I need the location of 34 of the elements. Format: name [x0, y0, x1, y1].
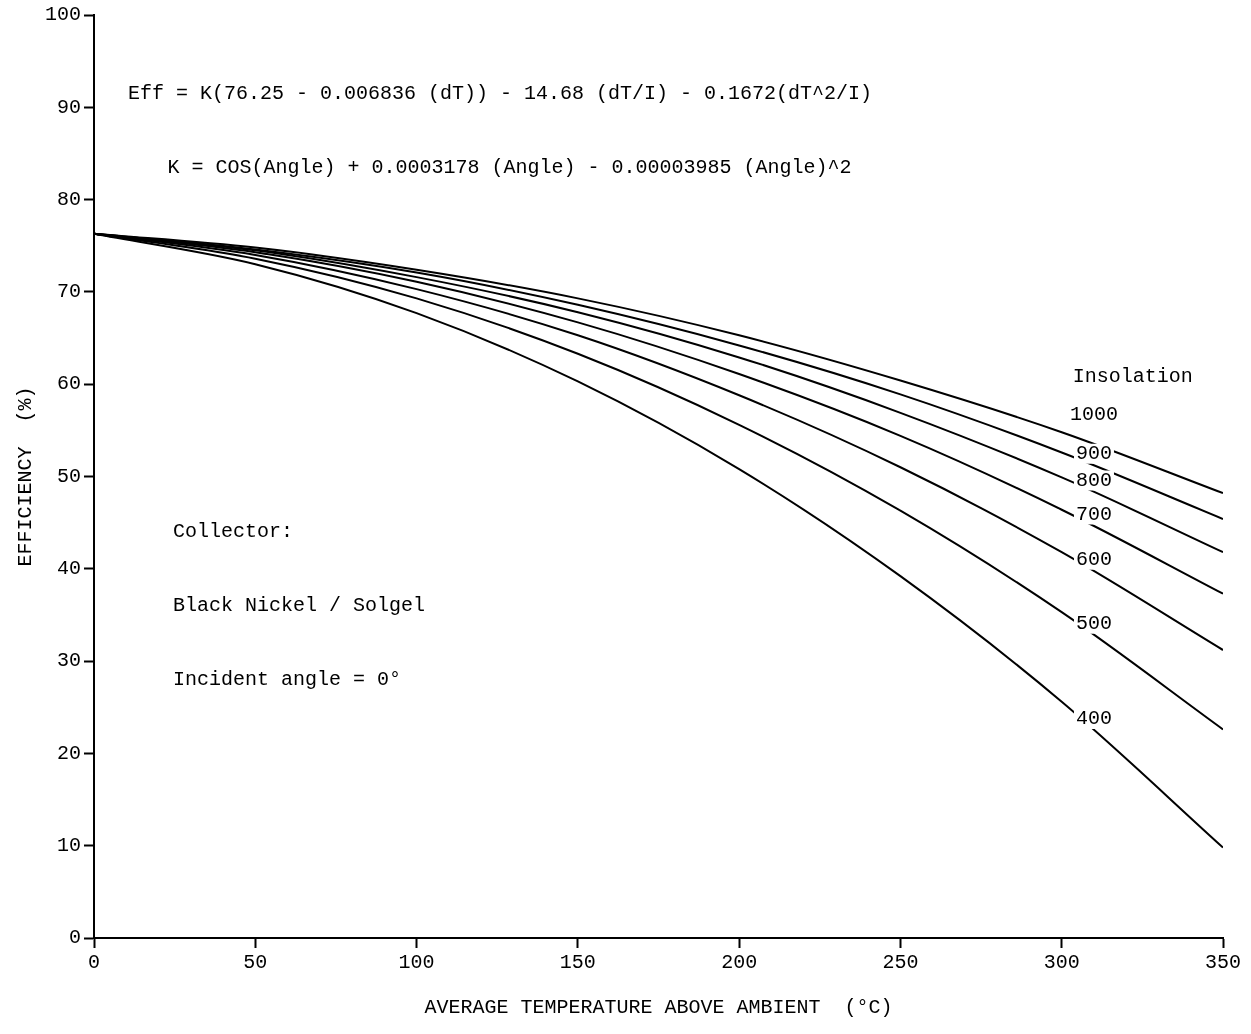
x-tick-label: 150: [559, 951, 596, 975]
x-tick-label: 200: [721, 951, 758, 975]
y-tick-label: 100: [44, 3, 82, 27]
y-tick-label: 10: [56, 834, 82, 857]
x-tick-label: 350: [1204, 951, 1242, 975]
y-tick-label: 0: [68, 926, 82, 950]
y-axis-title: EFFICIENCY (%): [14, 386, 38, 567]
x-tick-label: 300: [1043, 951, 1080, 975]
series-label: 1000: [1069, 402, 1118, 426]
series-label: 700: [1075, 502, 1112, 526]
annotation: Collector:: [173, 520, 294, 544]
series-label: 400: [1075, 707, 1112, 731]
series-label: 800: [1075, 468, 1112, 492]
series-label: 900: [1075, 442, 1112, 466]
annotation: Incident angle = 0°: [173, 667, 402, 691]
y-tick-label: 70: [56, 280, 82, 304]
x-tick-label: 250: [882, 951, 919, 975]
series-label: 600: [1075, 548, 1112, 572]
annotation: Black Nickel / Solgel: [173, 594, 426, 618]
y-tick-label: 60: [56, 372, 82, 396]
x-tick-label: 50: [243, 951, 268, 975]
series-label: 500: [1075, 611, 1112, 635]
x-axis-title: AVERAGE TEMPERATURE ABOVE AMBIENT (°C): [424, 996, 893, 1020]
y-tick-label: 20: [56, 741, 82, 765]
legend-title: Insolation: [1072, 364, 1193, 388]
x-tick-label: 0: [88, 951, 101, 975]
y-tick-label: 90: [56, 95, 82, 119]
y-tick-label: 30: [56, 649, 82, 673]
y-tick-label: 50: [56, 464, 82, 488]
annotation: Eff = K(76.25 - 0.006836 (dT)) - 14.68 (dT/I) - 0.1672(dT^2/I): [127, 81, 872, 105]
y-tick-label: 40: [56, 557, 82, 581]
y-tick-label: 80: [56, 187, 82, 211]
x-tick-label: 100: [398, 951, 435, 975]
annotation: K = COS(Angle) + 0.0003178 (Angle) - 0.00003985 (Angle)^2: [167, 155, 852, 179]
